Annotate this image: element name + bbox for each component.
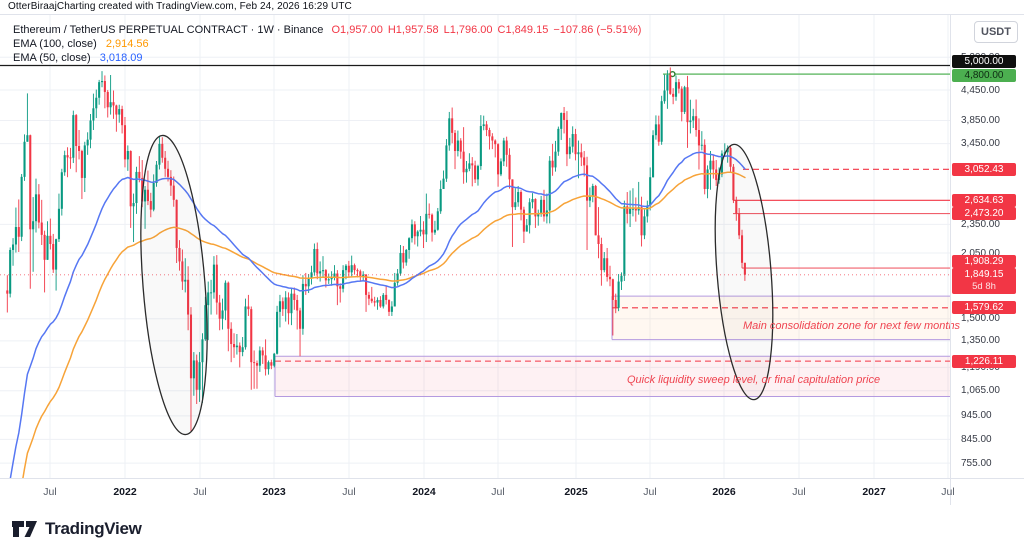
ema50-row[interactable]: EMA (50, close) 3,018.09 (13, 52, 641, 66)
ohlc-values: O1,957.00 H1,957.58 L1,796.00 C1,849.15 −107… (326, 24, 641, 36)
timeframe-label[interactable]: 1W (257, 24, 274, 36)
time-axis[interactable]: Jul 2022 Jul 2023 Jul 2024 Jul 2025 Jul 2026 Jul 20… (0, 479, 1024, 505)
chart-copyright: OtterBiraajCharting created with Trading… (8, 1, 352, 12)
price-tick-label: 3,450.00 (961, 138, 1000, 150)
price-tick-label: 2,350.00 (961, 218, 1000, 230)
price-axis-border (950, 14, 951, 505)
time-tick-label: Jul (491, 486, 505, 498)
current-price-chip: 1,849.15 5d 8h (952, 268, 1016, 295)
time-tick-label: 2025 (564, 486, 588, 498)
time-tick-label: 2024 (412, 486, 436, 498)
time-tick-label: 2022 (113, 486, 137, 498)
header-separator (0, 14, 1024, 15)
symbol-row[interactable]: Ethereum / TetherUS PERPETUAL CONTRACT ·… (13, 24, 642, 36)
ema50-label: EMA (50, close) (13, 52, 91, 64)
time-tick-label: Jul (792, 486, 806, 498)
price-tick-label: 2,050.00 (961, 247, 1000, 259)
open-value: O1,957.00 (331, 24, 383, 36)
price-axis[interactable]: 5,200.004,450.003,850.003,450.002,350.00… (951, 0, 1024, 505)
time-tick-label: 2026 (712, 486, 736, 498)
exchange-label: Binance (283, 24, 324, 36)
price-tick-label: 1,350.00 (961, 335, 1000, 347)
price-level-chip: 1,226.11 (952, 354, 1016, 368)
annotation-liquidity-sweep[interactable]: Quick liquidity sweep level, or final ca… (627, 374, 881, 386)
ema100-row[interactable]: EMA (100, close) 2,914.56 (13, 38, 641, 52)
ema100-value: 2,914.56 (105, 38, 149, 50)
time-axis-border (0, 478, 1024, 479)
time-tick-label: Jul (193, 486, 207, 498)
tradingview-logo[interactable]: TradingView (12, 519, 142, 539)
time-tick-label: Jul (941, 486, 955, 498)
price-level-chip: 1,579.62 (952, 301, 1016, 315)
price-level-chip: 2,634.63 (952, 193, 1016, 207)
time-tick-label: Jul (643, 486, 657, 498)
low-value: L1,796.00 (443, 24, 493, 36)
price-tick-label: 755.00 (961, 457, 992, 469)
time-tick-label: Jul (342, 486, 356, 498)
time-tick-label: 2027 (862, 486, 886, 498)
bar-countdown: 5d 8h (972, 281, 996, 293)
price-level-chip: 3,052.43 (952, 162, 1016, 176)
chart-legend: Ethereum / TetherUS PERPETUAL CONTRACT ·… (13, 24, 641, 66)
ema100-label: EMA (100, close) (13, 38, 97, 50)
symbol-title[interactable]: Ethereum / TetherUS PERPETUAL CONTRACT (13, 24, 248, 36)
annotation-consolidation-zone[interactable]: Main consolidation zone for next few mon… (743, 320, 961, 332)
price-tick-label: 1,065.00 (961, 385, 1000, 397)
price-tick-label: 945.00 (961, 410, 992, 422)
change-value: −107.86 (−5.51%) (553, 24, 642, 36)
price-tick-label: 3,850.00 (961, 114, 1000, 126)
price-level-chip: 4,800.00 (952, 68, 1016, 82)
price-level-chip: 2,473.20 (952, 207, 1016, 221)
time-tick-label: 2023 (262, 486, 286, 498)
price-tick-label: 1,500.00 (961, 313, 1000, 325)
ema50-value: 3,018.09 (99, 52, 143, 64)
close-value: C1,849.15 (497, 24, 549, 36)
tradingview-logo-text: TradingView (45, 519, 142, 538)
price-level-chip: 1,908.29 (952, 254, 1016, 268)
price-level-chip: 5,000.00 (952, 55, 1016, 69)
price-tick-label: 4,450.00 (961, 84, 1000, 96)
tradingview-logo-icon (12, 520, 37, 537)
high-value: H1,957.58 (387, 24, 439, 36)
price-tick-label: 845.00 (961, 433, 992, 445)
currency-toggle[interactable]: USDT (974, 21, 1018, 43)
footer-bar: TradingView (0, 505, 1024, 554)
time-tick-label: Jul (43, 486, 57, 498)
